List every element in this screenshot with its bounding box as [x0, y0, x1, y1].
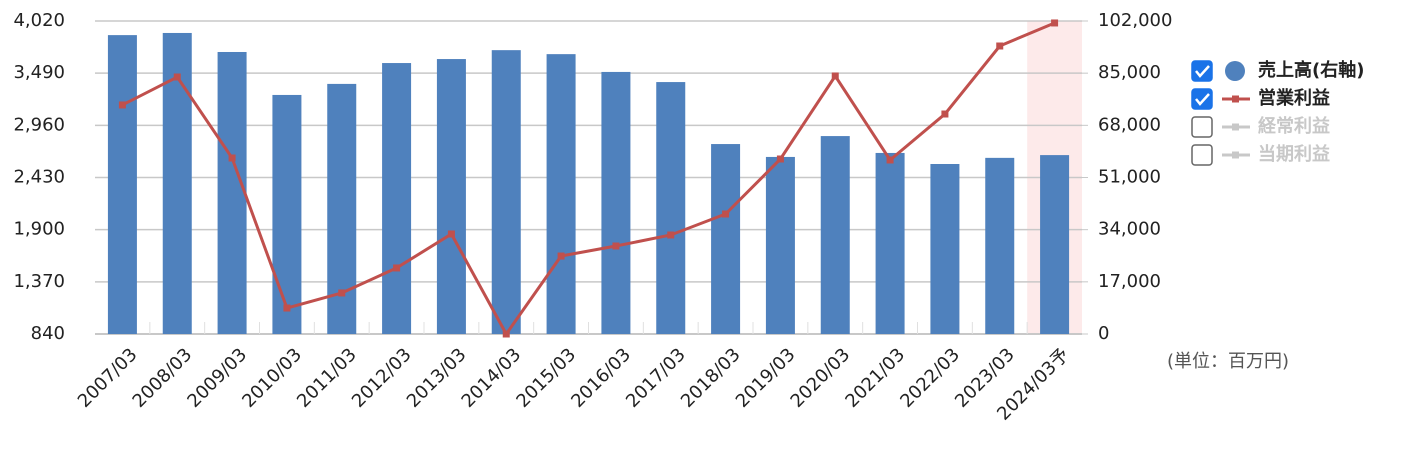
bar: [765, 156, 795, 334]
x-tick-label: 2019/03: [732, 344, 800, 412]
x-tick-label: 2011/03: [293, 344, 361, 412]
marker: [118, 101, 126, 109]
legend-checkbox[interactable]: [1191, 88, 1213, 110]
marker: [667, 231, 675, 239]
marker: [1051, 19, 1059, 27]
x-tick-label: 2012/03: [348, 344, 416, 412]
bar: [107, 35, 137, 334]
bar: [930, 163, 960, 334]
marker: [886, 156, 894, 164]
x-tick-label: 2013/03: [403, 344, 471, 412]
bar: [1040, 155, 1070, 334]
legend-swatch: [1232, 123, 1239, 131]
marker: [283, 304, 291, 312]
y-tick-label: 2,960: [13, 114, 65, 135]
bar: [875, 152, 905, 334]
x-tick-label: 2021/03: [841, 344, 909, 412]
y2-tick-label: 102,000: [1098, 10, 1172, 31]
y-tick-label: 1,900: [13, 219, 65, 240]
marker: [557, 252, 565, 260]
x-tick-label: 2022/03: [896, 344, 964, 412]
bar: [436, 59, 466, 335]
legend-label: 当期利益: [1258, 143, 1330, 165]
marker: [393, 264, 401, 272]
y-tick-label: 4,020: [13, 10, 65, 31]
y-tick-label: 1,370: [13, 271, 65, 292]
y-tick-label: 840: [31, 323, 65, 344]
marker: [447, 230, 455, 238]
x-tick-label: 2015/03: [512, 344, 580, 412]
bar: [985, 157, 1015, 334]
bar: [711, 144, 741, 334]
bar: [217, 51, 247, 335]
check-mark: [1195, 93, 1210, 106]
y2-tick-label: 68,000: [1098, 114, 1161, 135]
marker: [502, 330, 510, 338]
bar: [382, 63, 412, 335]
legend-swatch: [1225, 61, 1245, 81]
marker: [338, 289, 346, 297]
marker: [722, 210, 730, 218]
marker: [996, 42, 1004, 50]
check-mark: [1195, 65, 1210, 78]
bar: [272, 94, 302, 334]
line: [121, 21, 1056, 337]
legend-swatch: [1232, 95, 1239, 103]
x-tick-label: 2017/03: [622, 344, 690, 412]
x-tick-label: 2009/03: [183, 344, 251, 412]
x-tick-label: 2020/03: [787, 344, 855, 412]
x-tick-label: 2007/03: [74, 344, 142, 412]
bar: [491, 50, 521, 334]
y-tick-label: 2,430: [13, 167, 65, 188]
bar: [820, 136, 850, 334]
y2-tick-label: 51,000: [1098, 167, 1161, 188]
bar: [601, 71, 631, 335]
y2-tick-label: 85,000: [1098, 62, 1161, 83]
y2-tick-label: 17,000: [1098, 271, 1161, 292]
x-tick-label: 2014/03: [458, 344, 526, 412]
legend-checkbox[interactable]: [1191, 144, 1213, 166]
y2-tick-label: 34,000: [1098, 219, 1161, 240]
marker: [941, 110, 949, 118]
legend-swatch: [1232, 151, 1239, 159]
marker: [228, 154, 236, 162]
legend-checkbox[interactable]: [1191, 60, 1213, 82]
marker: [612, 242, 620, 250]
x-tick-label: 2018/03: [677, 344, 745, 412]
x-tick-label: 2016/03: [567, 344, 635, 412]
marker: [173, 73, 181, 81]
unit-note: (単位：百万円): [1167, 351, 1289, 372]
legend-label: 営業利益: [1258, 87, 1330, 109]
x-tick-label: 2008/03: [129, 344, 197, 412]
bar: [546, 54, 576, 335]
bar: [656, 82, 686, 334]
y-tick-label: 3,490: [13, 62, 65, 83]
marker: [776, 155, 784, 163]
legend-label: 売上高(右軸): [1258, 59, 1364, 81]
legend-label: 経常利益: [1258, 115, 1330, 137]
marker: [831, 72, 839, 80]
y2-tick-label: 0: [1098, 323, 1109, 344]
legend-checkbox[interactable]: [1191, 116, 1213, 138]
x-tick-label: 2010/03: [238, 344, 306, 412]
